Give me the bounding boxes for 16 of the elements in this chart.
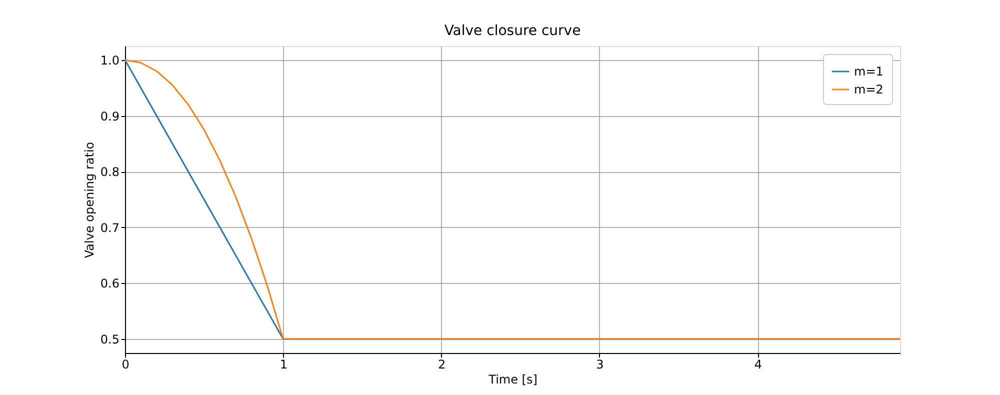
y-tick-label: 0.9 [100,109,120,124]
x-tick-label: 0 [122,358,130,372]
x-tick-label: 2 [438,358,446,372]
x-tick-label: 3 [596,358,604,372]
chart-title: Valve closure curve [444,23,581,39]
y-tick-label: 0.7 [100,220,120,235]
x-axis-title: Time [s] [488,372,538,386]
x-tick-label: 1 [280,358,288,372]
legend-label: m=1 [854,64,884,78]
y-tick-label: 0.5 [100,332,120,347]
y-tick-label: 0.8 [100,165,120,180]
y-axis-title: Valve opening ratio [82,142,96,258]
y-tick-label: 1.0 [100,53,120,68]
legend-label: m=2 [854,82,884,96]
x-tick-label: 4 [754,358,762,372]
y-tick-label: 0.6 [100,276,120,291]
